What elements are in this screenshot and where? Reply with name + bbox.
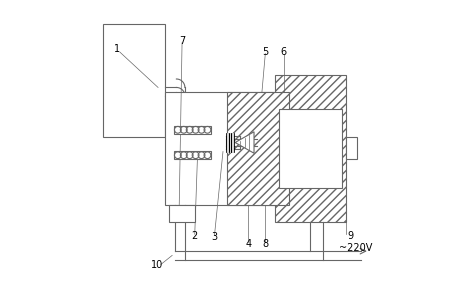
Text: 5: 5 [262, 47, 268, 57]
Text: 10: 10 [150, 260, 162, 270]
Text: 9: 9 [346, 231, 352, 241]
Text: 1: 1 [114, 44, 120, 54]
Text: 2: 2 [191, 231, 198, 241]
Bar [345, 137, 356, 159]
Bar [103, 24, 165, 137]
Bar [275, 75, 345, 221]
Polygon shape [235, 132, 254, 153]
Bar [225, 133, 234, 152]
Text: ~220V: ~220V [338, 243, 372, 253]
Bar [174, 151, 210, 159]
Bar [279, 109, 341, 188]
Text: 6: 6 [280, 47, 286, 57]
Text: 7: 7 [178, 36, 185, 46]
Text: 3: 3 [211, 232, 217, 242]
Bar [165, 92, 288, 205]
Bar [169, 205, 194, 221]
Text: 4: 4 [245, 239, 251, 249]
Text: 8: 8 [262, 239, 268, 249]
Bar [227, 92, 288, 205]
Bar [174, 126, 210, 134]
